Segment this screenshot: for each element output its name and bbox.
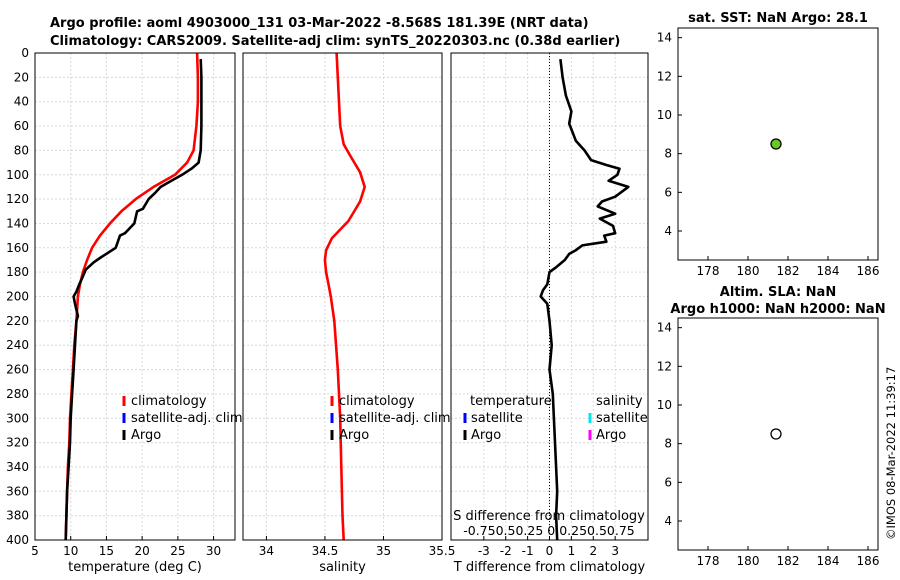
legend-t-label: Argo	[471, 428, 501, 443]
depth-tick-label: 220	[6, 314, 29, 328]
depth-tick-label: 40	[14, 95, 29, 109]
sla-xtick-label: 184	[817, 554, 840, 568]
sst-ytick-label: 6	[664, 185, 672, 199]
legend-s-label: satellite	[596, 411, 648, 426]
figure: Argo profile: aoml 4903000_131 03-Mar-20…	[0, 0, 900, 580]
depth-tick-label: 160	[6, 241, 29, 255]
difference-xtick-label: -1	[522, 544, 534, 558]
sst-ytick-label: 8	[664, 147, 672, 161]
sst-ytick-label: 10	[657, 108, 672, 122]
legend-t-label: satellite	[471, 411, 523, 426]
sst-title: sat. SST: NaN Argo: 28.1	[688, 11, 868, 26]
sst-ytick-label: 12	[657, 69, 672, 83]
sla-ytick-label: 4	[664, 514, 672, 528]
depth-tick-label: 300	[6, 411, 29, 425]
temperature-legend-label: satellite-adj. clim	[131, 411, 243, 426]
title-line-1: Argo profile: aoml 4903000_131 03-Mar-20…	[50, 16, 589, 31]
sla-title: Altim. SLA: NaN	[720, 285, 836, 300]
difference-xtick-label: 1	[568, 544, 576, 558]
salinity-xtick-label: 34.5	[312, 544, 339, 558]
temperature-xlabel: temperature (deg C)	[68, 560, 202, 575]
sla-xtick-label: 186	[857, 554, 880, 568]
depth-tick-label: 180	[6, 265, 29, 279]
sst-ytick-label: 4	[664, 224, 672, 238]
sla-marker	[771, 429, 781, 439]
depth-tick-label: 240	[6, 338, 29, 352]
difference-xtick-label: -3	[478, 544, 490, 558]
depth-tick-label: 80	[14, 143, 29, 157]
depth-tick-label: 60	[14, 119, 29, 133]
salinity-xtick-label: 35	[376, 544, 391, 558]
temperature-legend-label: climatology	[131, 394, 207, 409]
difference-xtick-label: 3	[611, 544, 619, 558]
salinity-legend-label: satellite-adj. clim	[339, 411, 451, 426]
sst-ytick-label: 14	[657, 31, 672, 45]
legend-temperature-title: temperature	[470, 394, 552, 409]
depth-tick-label: 140	[6, 216, 29, 230]
sla-ytick-label: 12	[657, 359, 672, 373]
difference-xtick-label: -2	[500, 544, 512, 558]
sst-marker	[771, 139, 781, 149]
difference-xtick-label: 0	[546, 544, 554, 558]
legend-s-label: Argo	[596, 428, 626, 443]
sla-ytick-label: 8	[664, 437, 672, 451]
temperature-xtick-label: 20	[135, 544, 150, 558]
depth-tick-label: 200	[6, 290, 29, 304]
sst-xtick-label: 186	[857, 264, 880, 278]
sla-xtick-label: 180	[737, 554, 760, 568]
depth-tick-label: 260	[6, 363, 29, 377]
salinity-xtick-label: 35.5	[429, 544, 456, 558]
sst-xtick-label: 178	[697, 264, 720, 278]
salinity-legend-label: Argo	[339, 428, 369, 443]
sla-ytick-label: 6	[664, 475, 672, 489]
depth-tick-label: 120	[6, 192, 29, 206]
temperature-legend-label: Argo	[131, 428, 161, 443]
s-difference-label: S difference from climatology	[453, 509, 645, 524]
temperature-xtick-label: 5	[31, 544, 39, 558]
sla-ytick-label: 10	[657, 398, 672, 412]
difference-xtick-label: 2	[589, 544, 597, 558]
sst-xtick-label: 184	[817, 264, 840, 278]
legend-salinity-title: salinity	[596, 394, 643, 409]
depth-tick-label: 380	[6, 509, 29, 523]
difference-xlabel: T difference from climatology	[453, 560, 646, 575]
temperature-series-argo	[66, 59, 202, 540]
sla-ytick-label: 14	[657, 321, 672, 335]
imos-timestamp: ©IMOS 08-Mar-2022 11:39:17	[884, 367, 898, 540]
temperature-xtick-label: 15	[99, 544, 114, 558]
depth-tick-label: 320	[6, 436, 29, 450]
salinity-xlabel: salinity	[319, 560, 366, 575]
temperature-xtick-label: 10	[63, 544, 78, 558]
sst-xtick-label: 180	[737, 264, 760, 278]
sla-xtick-label: 182	[777, 554, 800, 568]
salinity-xtick-label: 34	[259, 544, 274, 558]
depth-tick-label: 0	[21, 46, 29, 60]
difference-series-t-difference-argo	[541, 59, 629, 540]
depth-tick-label: 360	[6, 484, 29, 498]
s-difference-ticks: -0.750.50.25 0 0.250.50.75	[463, 523, 635, 538]
title-line-2: Climatology: CARS2009. Satellite-adj cli…	[50, 34, 620, 49]
sla-title-2: Argo h1000: NaN h2000: NaN	[670, 302, 885, 317]
temperature-xtick-label: 30	[206, 544, 221, 558]
depth-tick-label: 400	[6, 533, 29, 547]
sla-xtick-label: 178	[697, 554, 720, 568]
depth-tick-label: 100	[6, 168, 29, 182]
depth-tick-label: 20	[14, 70, 29, 84]
depth-tick-label: 280	[6, 387, 29, 401]
salinity-legend-label: climatology	[339, 394, 415, 409]
temperature-xtick-label: 25	[170, 544, 185, 558]
sst-xtick-label: 182	[777, 264, 800, 278]
depth-tick-label: 340	[6, 460, 29, 474]
